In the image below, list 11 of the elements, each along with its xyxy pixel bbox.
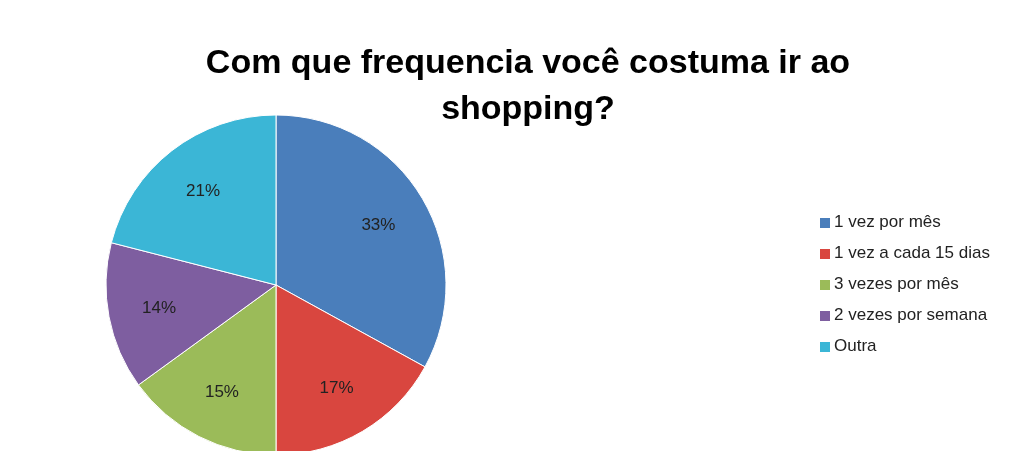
data-label: 21% [186, 181, 221, 201]
data-label: 17% [319, 377, 354, 397]
chart-title: Com que frequencia você costuma ir ao shopping? [204, 41, 852, 128]
legend-label: 1 vez por mês [834, 212, 941, 231]
data-label: 15% [204, 381, 239, 401]
data-label: 14% [142, 297, 177, 317]
data-label: 33% [361, 214, 396, 234]
legend-label: 1 vez a cada 15 dias [834, 243, 990, 262]
legend-label: 2 vezes por semana [834, 305, 988, 324]
legend-label: 3 vezes por mês [834, 274, 959, 293]
legend-label: Outra [834, 336, 877, 355]
